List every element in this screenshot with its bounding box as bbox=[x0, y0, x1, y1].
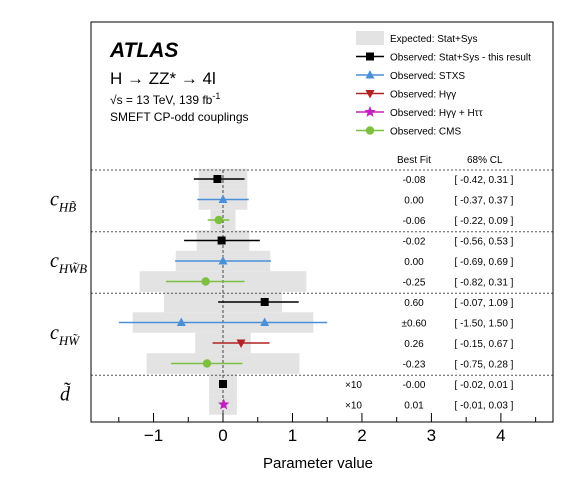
legend-label-observed: Observed: Stat+Sys - this result bbox=[390, 53, 531, 64]
x-tick-label-3: 2 bbox=[357, 426, 366, 445]
parameter-label-1: cHW̃B bbox=[50, 250, 87, 276]
best-fit-marker-0-1-0 bbox=[218, 194, 228, 203]
legend-marker-stxs bbox=[365, 70, 375, 79]
cl-value-3-1: [ -0.01, 0.03 ] bbox=[455, 401, 514, 412]
best-fit-value-1-1: 0.00 bbox=[404, 257, 424, 268]
parameter-label-main-1: c bbox=[50, 250, 59, 272]
legend: Expected: Stat+Sys Observed: Stat+Sys - t… bbox=[356, 31, 531, 138]
best-fit-marker-0-2-0 bbox=[214, 215, 224, 225]
best-fit-value-3-1: 0.01 bbox=[404, 401, 424, 412]
cl-value-0-0: [ -0.42, 0.31 ] bbox=[455, 175, 514, 186]
best-fit-marker-1-2-0 bbox=[201, 277, 210, 286]
parameter-label-main-0: c bbox=[50, 189, 59, 211]
observed-points bbox=[118, 175, 328, 410]
energy-sup: -1 bbox=[212, 91, 220, 101]
x-axis-label: Parameter value bbox=[263, 455, 373, 472]
x-tick-label-4: 3 bbox=[427, 426, 436, 445]
cl-value-2-3: [ -0.75, 0.28 ] bbox=[455, 360, 514, 371]
subtitle-label: SMEFT CP-odd couplings bbox=[110, 110, 249, 124]
parameter-label-0: cHB̃ bbox=[50, 189, 76, 215]
energy-text: √s = 13 TeV, 139 fb bbox=[110, 93, 213, 107]
group-separators bbox=[91, 169, 553, 376]
best-fit-header: Best Fit bbox=[397, 155, 431, 166]
x-tick-label-5: 4 bbox=[496, 426, 505, 445]
best-fit-value-2-1: ±0.60 bbox=[402, 319, 427, 330]
parameter-label-2: cHW̃ bbox=[50, 322, 80, 348]
cl-value-1-0: [ -0.56, 0.53 ] bbox=[455, 237, 514, 248]
best-fit-marker-2-1-0 bbox=[176, 317, 186, 326]
best-fit-marker-3-0-0 bbox=[219, 380, 227, 388]
best-fit-value-2-2: 0.26 bbox=[404, 339, 424, 350]
parameter-label-main-2: c bbox=[50, 322, 59, 344]
best-fit-marker-1-1-0 bbox=[218, 256, 228, 265]
best-fit-marker-3-1-0 bbox=[217, 398, 230, 410]
best-fit-value-2-0: 0.60 bbox=[404, 298, 424, 309]
best-fit-marker-2-2-0 bbox=[236, 339, 246, 348]
cl-value-0-2: [ -0.22, 0.09 ] bbox=[455, 216, 514, 227]
cl-value-2-0: [ -0.07, 1.09 ] bbox=[455, 298, 514, 309]
best-fit-marker-2-3-0 bbox=[202, 359, 212, 368]
legend-marker-observed bbox=[366, 52, 374, 61]
legend-label-hggtt: Observed: Hγγ + Hττ bbox=[390, 108, 483, 119]
cl-value-1-2: [ -0.82, 0.31 ] bbox=[455, 278, 514, 289]
x-tick-label-1: 0 bbox=[218, 426, 227, 445]
legend-label-cms: Observed: CMS bbox=[390, 127, 461, 138]
plot-frame bbox=[90, 21, 554, 423]
best-fit-value-1-0: -0.02 bbox=[403, 237, 426, 248]
legend-marker-cms bbox=[365, 126, 375, 135]
best-fit-marker-2-0-0 bbox=[260, 298, 269, 306]
x-tick-label-2: 1 bbox=[288, 426, 297, 445]
experiment-label: ATLAS bbox=[109, 39, 178, 62]
cl-value-0-1: [ -0.37, 0.37 ] bbox=[455, 196, 514, 207]
x-axis: −1 0 1 2 3 4 bbox=[118, 413, 537, 445]
cl-value-2-2: [ -0.15, 0.67 ] bbox=[455, 339, 514, 350]
scale-label-3-1: ×10 bbox=[345, 401, 362, 412]
x-tick-label-0: −1 bbox=[144, 426, 163, 445]
parameter-label-sub-2: HW̃ bbox=[58, 333, 80, 348]
legend-marker-hgg bbox=[365, 90, 375, 99]
best-fit-value-0-0: -0.08 bbox=[403, 175, 426, 186]
scale-label-3-0: ×10 bbox=[345, 380, 362, 391]
legend-label-hgg: Observed: Hγγ bbox=[390, 90, 456, 101]
best-fit-marker-1-0-0 bbox=[217, 236, 226, 245]
energy-label: √s = 13 TeV, 139 fb-1 bbox=[110, 91, 220, 107]
best-fit-marker-2-1-1 bbox=[260, 317, 270, 326]
legend-marker-expected bbox=[356, 31, 384, 45]
cl-value-1-1: [ -0.69, 0.69 ] bbox=[455, 257, 514, 268]
parameter-label-sub-0: HB̃ bbox=[58, 200, 77, 215]
best-fit-value-3-0: -0.00 bbox=[403, 380, 426, 391]
parameter-label-3: d̃ bbox=[60, 381, 71, 405]
legend-marker-hggtt bbox=[364, 106, 376, 117]
parameter-label-sub-1: HW̃B bbox=[58, 261, 87, 276]
best-fit-value-1-2: -0.25 bbox=[403, 278, 426, 289]
cl-header: 68% CL bbox=[467, 155, 503, 166]
best-fit-value-0-2: -0.06 bbox=[403, 216, 426, 227]
results-table: -0.08 [ -0.42, 0.31 ] 0.00 [ -0.37, 0.37 ] -… bbox=[345, 175, 514, 412]
legend-label-expected: Expected: Stat+Sys bbox=[390, 34, 478, 45]
best-fit-value-0-1: 0.00 bbox=[404, 196, 424, 207]
cl-value-2-1: [ -1.50, 1.50 ] bbox=[455, 319, 514, 330]
best-fit-marker-0-0-0 bbox=[213, 175, 222, 183]
cl-value-3-0: [ -0.02, 0.01 ] bbox=[455, 380, 514, 391]
legend-label-stxs: Observed: STXS bbox=[390, 71, 465, 82]
process-label: H → ZZ* → 4l bbox=[110, 69, 216, 88]
best-fit-value-2-3: -0.23 bbox=[403, 360, 426, 371]
